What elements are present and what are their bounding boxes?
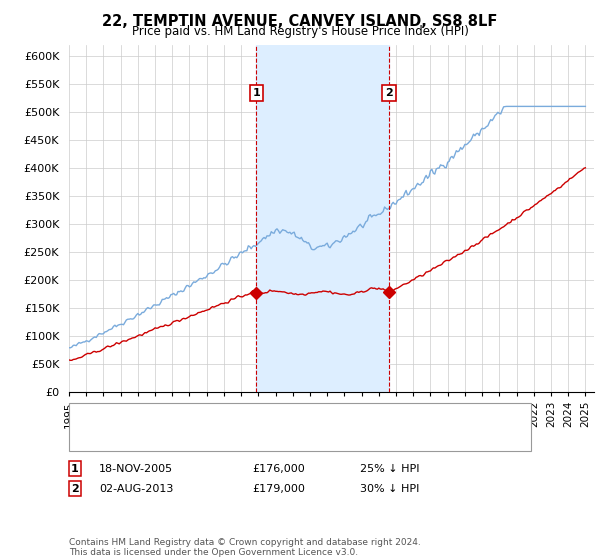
Text: Price paid vs. HM Land Registry's House Price Index (HPI): Price paid vs. HM Land Registry's House … [131, 25, 469, 38]
Text: £179,000: £179,000 [252, 484, 305, 494]
Bar [256, 45, 389, 392]
Text: 22, TEMPTIN AVENUE, CANVEY ISLAND, SS8 8LF (detached house): 22, TEMPTIN AVENUE, CANVEY ISLAND, SS8 8… [108, 412, 451, 422]
Text: 02-AUG-2013: 02-AUG-2013 [99, 484, 173, 494]
Text: £176,000: £176,000 [252, 464, 305, 474]
Text: 22, TEMPTIN AVENUE, CANVEY ISLAND, SS8 8LF: 22, TEMPTIN AVENUE, CANVEY ISLAND, SS8 8… [103, 14, 497, 29]
Text: 18-NOV-2005: 18-NOV-2005 [99, 464, 173, 474]
Text: 2: 2 [385, 88, 393, 98]
Text: 2: 2 [71, 484, 79, 494]
Text: 1: 1 [71, 464, 79, 474]
Text: HPI: Average price, detached house, Castle Point: HPI: Average price, detached house, Cast… [108, 432, 363, 442]
Text: 1: 1 [253, 88, 260, 98]
Text: 25% ↓ HPI: 25% ↓ HPI [360, 464, 419, 474]
Text: 30% ↓ HPI: 30% ↓ HPI [360, 484, 419, 494]
Text: Contains HM Land Registry data © Crown copyright and database right 2024.
This d: Contains HM Land Registry data © Crown c… [69, 538, 421, 557]
